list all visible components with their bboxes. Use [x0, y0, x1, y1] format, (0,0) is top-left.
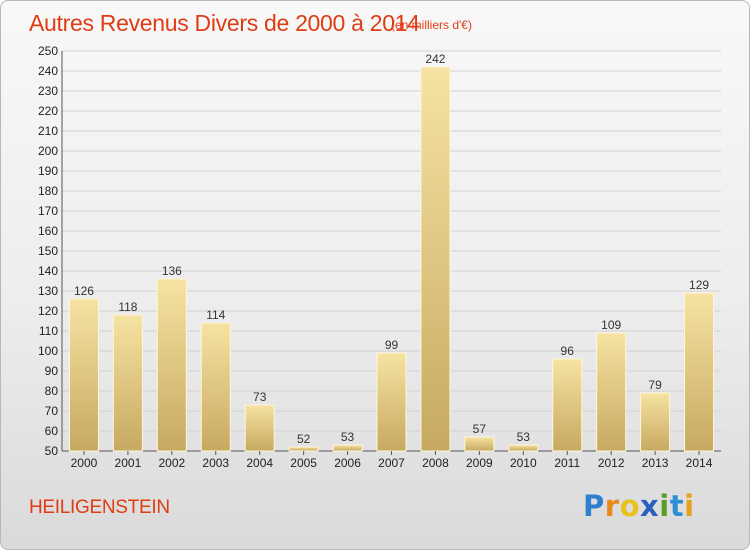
x-tick-label-2010: 2010 — [510, 456, 537, 470]
place-name: HEILIGENSTEIN — [29, 497, 170, 518]
y-tick-label: 50 — [45, 444, 59, 458]
logo-letter: i — [659, 489, 670, 523]
bar-2006 — [332, 444, 363, 452]
bar-2001 — [112, 314, 143, 452]
x-tick-label-2004: 2004 — [246, 456, 273, 470]
y-tick-label: 200 — [38, 144, 58, 158]
y-tick-label: 90 — [45, 364, 59, 378]
bar-2004 — [244, 404, 275, 452]
logo-letter: P — [583, 489, 605, 523]
bar-2003 — [200, 322, 231, 452]
x-tick-label-2000: 2000 — [71, 456, 98, 470]
value-label-2007: 99 — [385, 338, 399, 352]
bar-2009 — [464, 436, 495, 452]
value-label-2000: 126 — [74, 284, 94, 298]
value-label-2014: 129 — [689, 278, 709, 292]
proxiti-logo: Proxiti — [583, 489, 695, 523]
value-label-2010: 53 — [517, 430, 531, 444]
bar-2007 — [376, 352, 407, 452]
y-tick-label: 180 — [38, 184, 58, 198]
x-tick-label-2014: 2014 — [686, 456, 713, 470]
logo-letter: r — [604, 489, 620, 523]
y-tick-label: 120 — [38, 304, 58, 318]
logo-letter: i — [684, 489, 695, 523]
x-tick-label-2002: 2002 — [158, 456, 185, 470]
bar-2008 — [420, 66, 451, 452]
value-label-2009: 57 — [473, 422, 487, 436]
y-tick-label: 160 — [38, 224, 58, 238]
y-tick-label: 250 — [38, 44, 58, 58]
x-tick-label-2007: 2007 — [378, 456, 405, 470]
x-tick-labels: 2000 2001 2002 2003 2004 2005 2006 2007 2008 2009… — [71, 451, 713, 470]
x-tick-label-2008: 2008 — [422, 456, 449, 470]
bar-2013 — [640, 392, 671, 452]
y-tick-label: 230 — [38, 84, 58, 98]
x-tick-label-2009: 2009 — [466, 456, 493, 470]
y-tick-label: 70 — [45, 404, 59, 418]
y-tick-label: 130 — [38, 284, 58, 298]
y-tick-label: 150 — [38, 244, 58, 258]
x-tick-label-2006: 2006 — [334, 456, 361, 470]
value-labels: 126 118 136 114 73 52 53 99 242 57 53 96 109 79 129 — [74, 52, 709, 446]
value-label-2011: 96 — [561, 344, 575, 358]
value-label-2003: 114 — [206, 308, 225, 322]
value-label-2012: 109 — [601, 318, 621, 332]
y-tick-labels: 50 60 70 80 90 100 110 120 130 140 150 160 170 180 190… — [38, 44, 58, 458]
x-tick-label-2012: 2012 — [598, 456, 625, 470]
y-tick-label: 210 — [38, 124, 58, 138]
value-label-2005: 52 — [297, 432, 311, 446]
y-tick-label: 60 — [45, 424, 59, 438]
logo-letter: o — [619, 489, 641, 523]
bar-2002 — [156, 278, 187, 452]
x-tick-label-2003: 2003 — [202, 456, 229, 470]
value-label-2001: 118 — [118, 300, 137, 314]
value-label-2004: 73 — [253, 390, 267, 404]
bar-2005 — [288, 446, 319, 452]
bar-2014 — [684, 292, 715, 452]
x-tick-label-2013: 2013 — [642, 456, 669, 470]
y-tick-label: 110 — [39, 324, 58, 338]
y-tick-label: 190 — [38, 164, 58, 178]
x-tick-label-2005: 2005 — [290, 456, 317, 470]
value-label-2002: 136 — [162, 264, 182, 278]
y-tick-label: 220 — [38, 104, 58, 118]
value-label-2008: 242 — [425, 52, 445, 66]
chart-subtitle: (en milliers d'€) — [391, 18, 472, 32]
bar-2011 — [552, 358, 583, 452]
x-tick-label-2001: 2001 — [115, 456, 142, 470]
value-label-2006: 53 — [341, 430, 355, 444]
logo-letter: x — [640, 489, 660, 523]
bar-2012 — [596, 332, 627, 452]
bar-2010 — [508, 444, 539, 452]
chart-title: Autres Revenus Divers de 2000 à 2014 — [29, 10, 420, 36]
value-label-2013: 79 — [648, 378, 662, 392]
bar-2000 — [68, 298, 99, 452]
y-tick-label: 140 — [38, 264, 58, 278]
y-tick-label: 100 — [38, 344, 58, 358]
bars — [68, 66, 715, 452]
y-tick-label: 240 — [38, 64, 58, 78]
y-tick-label: 170 — [38, 204, 58, 218]
y-tick-label: 80 — [45, 384, 59, 398]
x-tick-label-2011: 2011 — [554, 456, 580, 470]
logo-letter: t — [669, 489, 685, 523]
